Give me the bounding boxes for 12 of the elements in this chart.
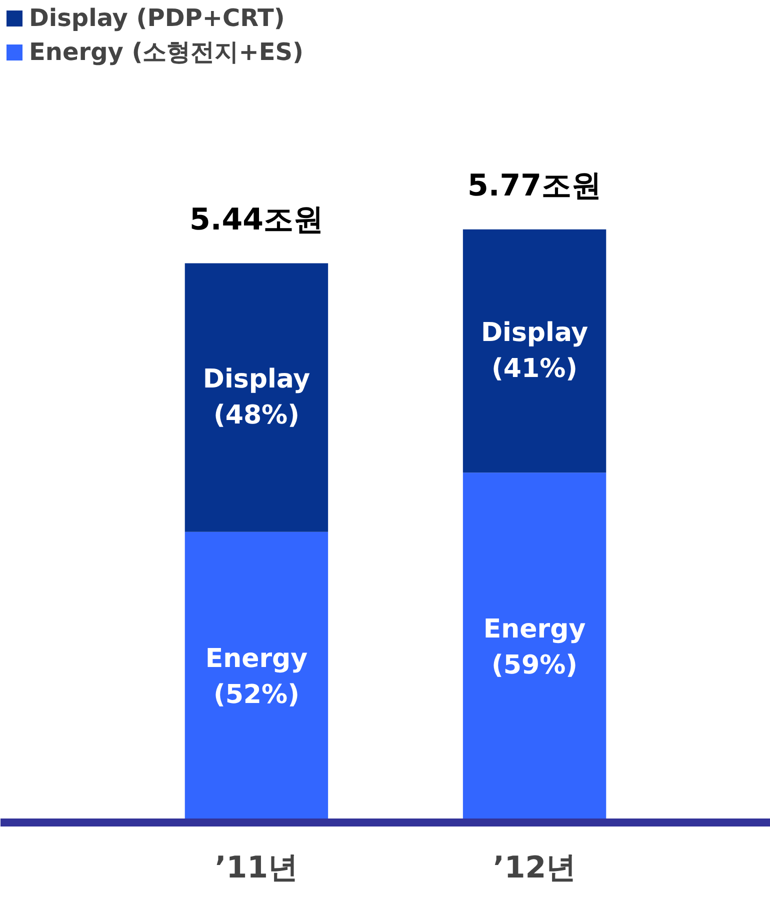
bar [184,263,328,532]
x-tick-label: ’12년 [492,850,576,886]
bar [462,229,606,473]
annotation: Energy (52%) [205,644,308,710]
text: 5.77조원 [468,168,602,204]
annotation: Energy (59%) [483,614,586,681]
annotation: 5.44조원 [189,202,324,238]
annotation: Display (41%) [480,318,588,384]
legend-label: Energy (소형전지+ES) [29,37,304,68]
annotation: Display (48%) [202,364,310,431]
x-tick-label: ’11년 [214,850,298,886]
legend-label: Display (PDP+CRT) [29,4,285,32]
